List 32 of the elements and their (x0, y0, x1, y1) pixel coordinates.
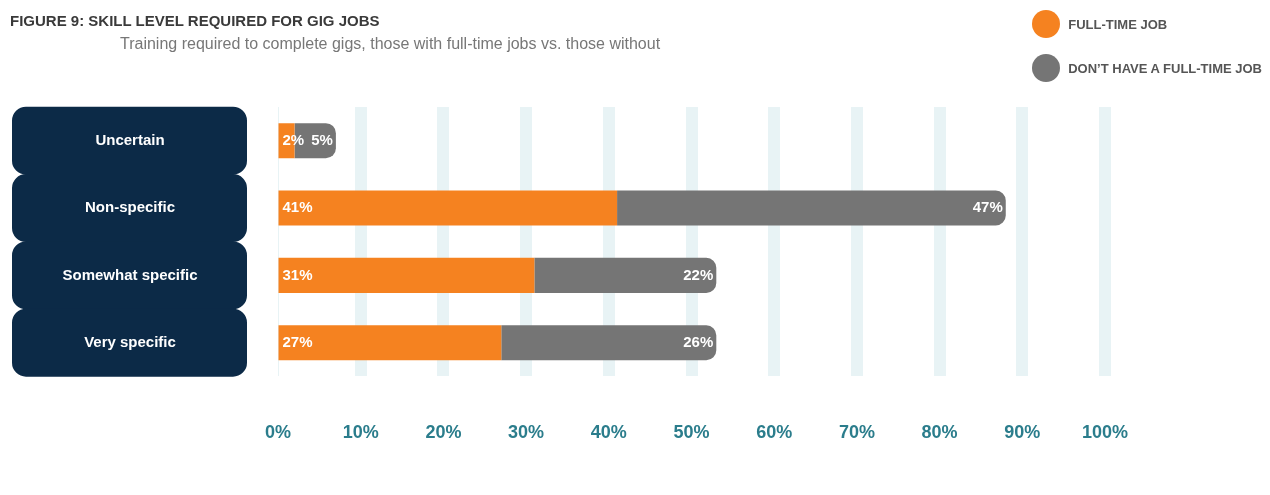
x-tick-label: 70% (838, 422, 875, 443)
bar (278, 190, 618, 226)
y-tick-label: Very specific (84, 332, 176, 350)
x-tick-label: 80% (921, 422, 958, 443)
chart-title: FIGURE 9: SKILL LEVEL REQUIRED FOR GIG JOBS (10, 12, 380, 29)
legend-label: DON’T HAVE A FULL-TIME JOB (1068, 60, 1262, 76)
x-tick-label: 20% (425, 422, 462, 443)
x-tick-label: 10% (342, 422, 379, 443)
chart-subtitle: Training required to complete gigs, those with full-time jobs vs. those without (120, 35, 661, 53)
y-tick-label: Uncertain (95, 130, 165, 148)
data-label: 26% (683, 332, 714, 350)
x-tick-label: 30% (508, 422, 545, 443)
y-tick-label: Somewhat specific (62, 265, 198, 283)
data-label: 22% (683, 265, 714, 283)
data-label: 41% (282, 198, 313, 216)
x-tick-label: 60% (756, 422, 793, 443)
x-tick-label: 90% (1004, 422, 1041, 443)
x-tick-label: 100% (1081, 422, 1129, 443)
bar (278, 325, 502, 361)
bar (617, 190, 1006, 226)
x-tick-label: 0% (264, 422, 292, 443)
bar (534, 257, 717, 293)
legend-label: FULL-TIME JOB (1068, 16, 1168, 32)
bar (501, 325, 717, 361)
data-label: 5% (311, 130, 333, 148)
data-label: 27% (282, 332, 313, 350)
x-tick-label: 40% (590, 422, 627, 443)
y-tick-label: Non-specific (84, 198, 176, 216)
bar (278, 257, 535, 293)
data-label: 31% (282, 265, 313, 283)
x-tick-label: 50% (673, 422, 710, 443)
data-label: 47% (972, 198, 1003, 216)
